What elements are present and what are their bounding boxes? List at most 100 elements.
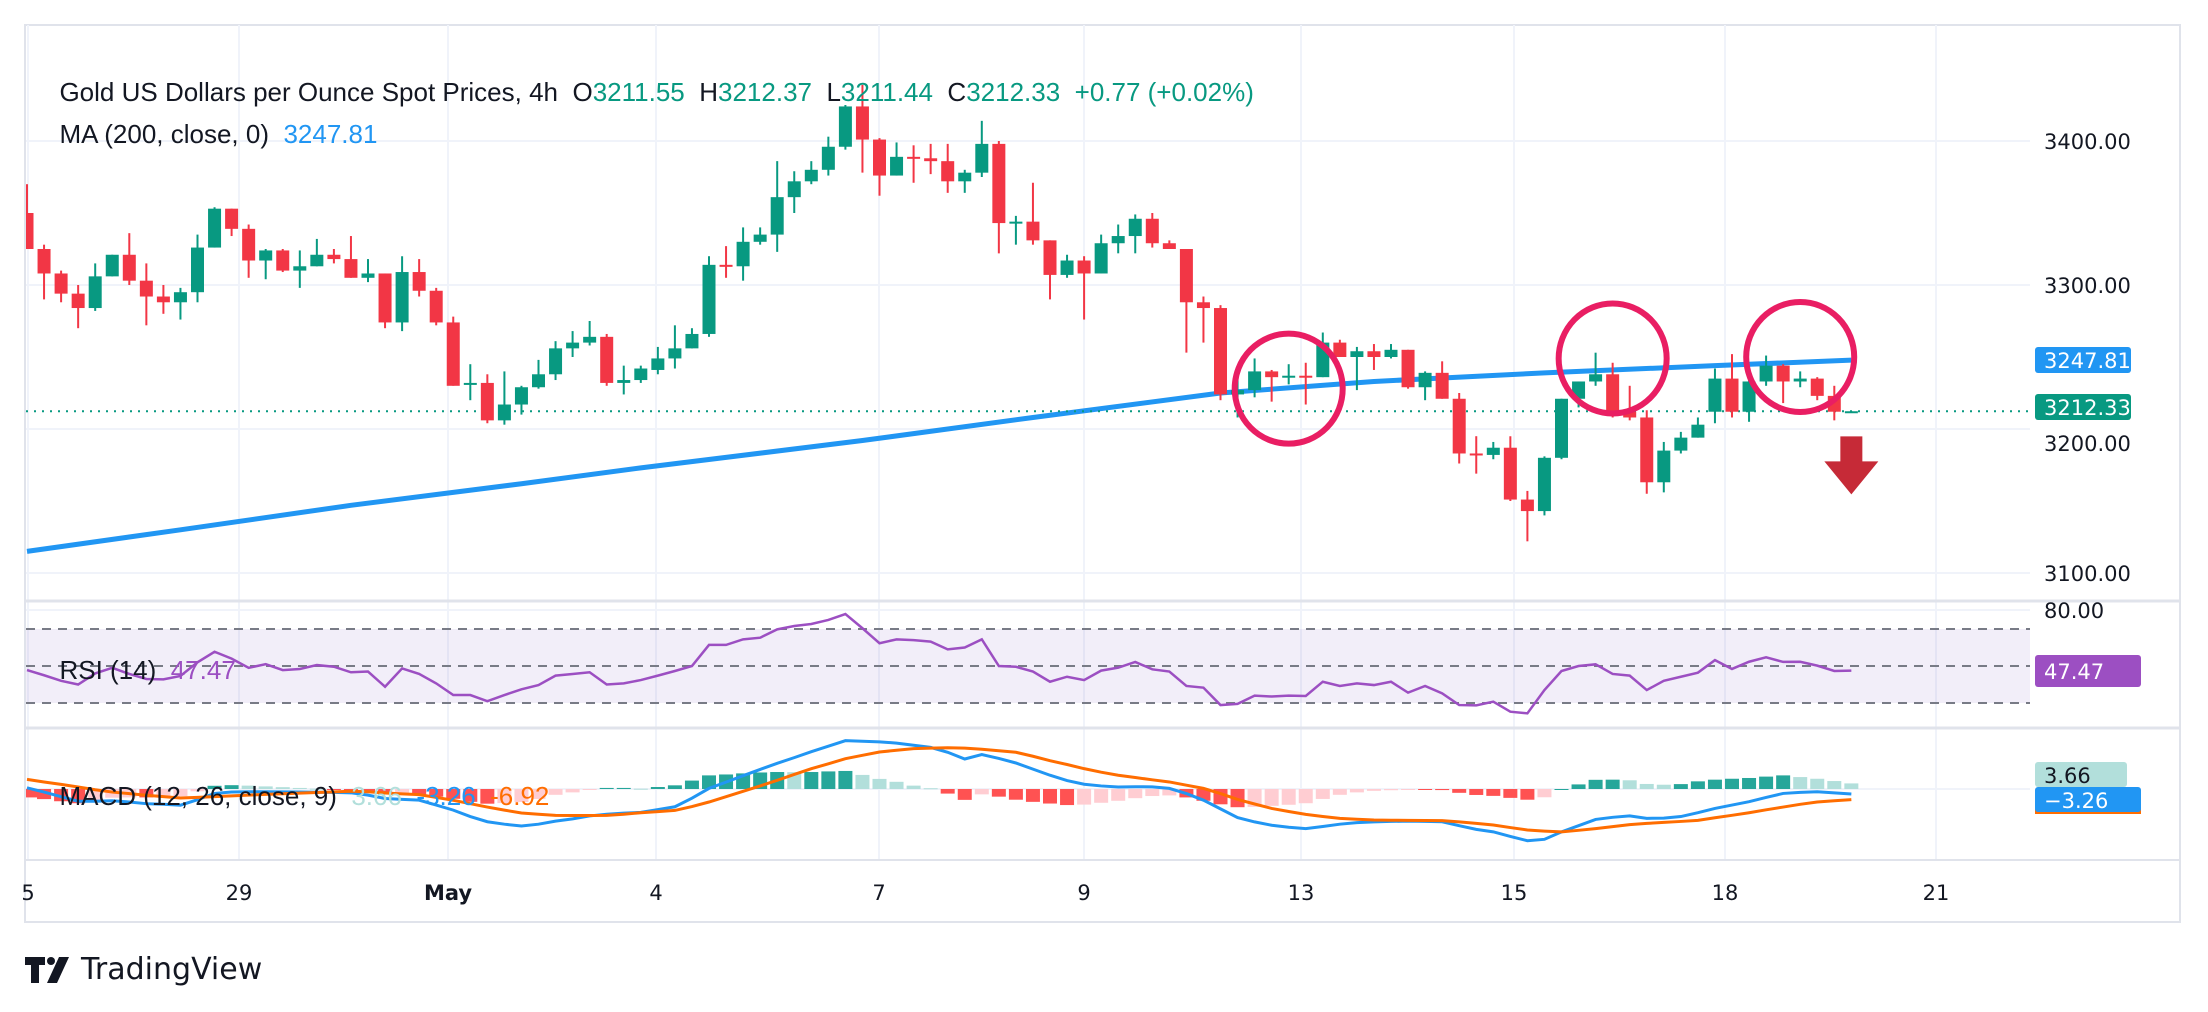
candle-body bbox=[1111, 236, 1125, 244]
candle-body bbox=[1333, 342, 1347, 357]
candle-body bbox=[1555, 398, 1568, 458]
macd-tag bbox=[2035, 787, 2141, 812]
macd-histogram-bar bbox=[974, 789, 989, 795]
symbol-title[interactable]: Gold US Dollars per Ounce Spot Prices, 4… bbox=[59, 77, 559, 107]
candle-body bbox=[1742, 381, 1756, 412]
candle bbox=[514, 385, 528, 415]
candle bbox=[88, 263, 102, 311]
candle-body bbox=[702, 264, 716, 334]
price-tick: 3300.00 bbox=[2044, 274, 2131, 298]
candle bbox=[1691, 417, 1705, 438]
ma-200-line bbox=[26, 357, 1852, 554]
time-tick: 13 bbox=[1288, 881, 1315, 905]
candle bbox=[1282, 364, 1296, 385]
candle-body bbox=[1623, 411, 1637, 418]
ma-label[interactable]: MA (200, close, 0) bbox=[59, 119, 269, 149]
rsi-label[interactable]: RSI (14) bbox=[59, 655, 157, 685]
candle-body bbox=[429, 290, 443, 323]
candle bbox=[668, 325, 682, 369]
macd-histogram-bar bbox=[804, 772, 819, 789]
candle bbox=[1589, 352, 1603, 386]
candle-body bbox=[873, 139, 886, 176]
candle-body bbox=[327, 254, 341, 260]
candle-body bbox=[1162, 243, 1176, 249]
open-value: 3211.55 bbox=[592, 77, 685, 107]
macd-histogram-bar bbox=[1725, 778, 1739, 789]
candle-body bbox=[1060, 260, 1074, 275]
macd-histogram-bar bbox=[531, 789, 546, 799]
candle-body bbox=[1179, 249, 1193, 303]
macd-histogram-bar bbox=[1639, 783, 1654, 789]
candle-body bbox=[514, 387, 528, 405]
macd-histogram-bar bbox=[1349, 789, 1364, 793]
candle bbox=[1674, 431, 1688, 454]
macd-histogram-bar bbox=[821, 771, 836, 789]
candle-body bbox=[1367, 351, 1381, 357]
candle-body bbox=[1503, 447, 1517, 500]
candle-body bbox=[566, 342, 580, 349]
candle bbox=[1043, 240, 1057, 300]
rsi-tick: 80.00 bbox=[2044, 599, 2104, 623]
candle-body bbox=[1418, 372, 1432, 388]
ma-200-line-group bbox=[26, 357, 1852, 554]
price-tick: 3400.00 bbox=[2044, 130, 2131, 154]
candle-body bbox=[821, 146, 835, 170]
candle-body bbox=[1810, 378, 1824, 396]
candle bbox=[1537, 456, 1551, 516]
candle-body bbox=[1196, 302, 1210, 309]
time-tick: 7 bbox=[872, 881, 885, 905]
candle bbox=[770, 161, 784, 252]
candle bbox=[1810, 377, 1824, 401]
candle bbox=[71, 285, 85, 329]
macd-histogram-bar bbox=[838, 770, 853, 789]
candle-body bbox=[1265, 371, 1279, 378]
macd-histogram-bar bbox=[1077, 789, 1092, 805]
candle-body bbox=[890, 156, 904, 176]
candle-body bbox=[293, 266, 307, 271]
candle-body bbox=[1776, 365, 1790, 382]
candle-body bbox=[1009, 221, 1023, 224]
candle bbox=[1555, 398, 1568, 460]
macd-histogram-bar bbox=[139, 789, 154, 798]
candle bbox=[1725, 354, 1739, 418]
candle bbox=[787, 171, 801, 213]
macd-histogram-bar bbox=[1469, 789, 1484, 795]
candle bbox=[736, 227, 750, 281]
histogram-tag-text: 3.66 bbox=[2044, 764, 2091, 788]
candle-body bbox=[532, 374, 545, 388]
candle-body bbox=[26, 213, 34, 249]
candle bbox=[1486, 441, 1500, 460]
macd-histogram-bar bbox=[1332, 789, 1347, 795]
candle bbox=[1060, 254, 1074, 278]
candle-body bbox=[1128, 218, 1142, 237]
macd-series bbox=[26, 739, 1859, 843]
candle bbox=[54, 270, 68, 303]
candle bbox=[1520, 490, 1534, 542]
candle-body bbox=[105, 254, 119, 277]
candle bbox=[242, 224, 256, 278]
candle-body bbox=[1589, 374, 1603, 382]
macd-histogram-bar bbox=[1827, 781, 1842, 789]
tradingview-logo[interactable]: TradingView bbox=[25, 952, 262, 987]
candle bbox=[532, 359, 545, 389]
macd-histogram-bar bbox=[207, 785, 222, 789]
macd-histogram-bar bbox=[684, 780, 699, 789]
candle bbox=[1742, 377, 1756, 422]
close-price-tag bbox=[2035, 394, 2131, 420]
macd-histogram-bar bbox=[1128, 789, 1143, 799]
macd-label[interactable]: MACD (12, 26, close, 9) bbox=[59, 781, 337, 811]
time-axis[interactable]: 5 29 May 4 7 9 13 15 18 21 bbox=[21, 881, 1949, 905]
candle bbox=[1162, 240, 1176, 249]
candle-body bbox=[54, 273, 68, 294]
candle bbox=[1759, 355, 1773, 386]
candle-body bbox=[1844, 411, 1858, 414]
candle bbox=[600, 333, 614, 386]
price-axis[interactable]: 3400.00 3300.00 3200.00 3100.00 80.00 bbox=[2044, 130, 2131, 623]
candle bbox=[1009, 215, 1023, 245]
candle-body bbox=[1299, 375, 1313, 378]
candle-body bbox=[941, 161, 955, 182]
macd-histogram-bar bbox=[906, 785, 921, 789]
chart-legend: Gold US Dollars per Ounce Spot Prices, 4… bbox=[45, 46, 1253, 108]
time-tick: 4 bbox=[649, 881, 662, 905]
